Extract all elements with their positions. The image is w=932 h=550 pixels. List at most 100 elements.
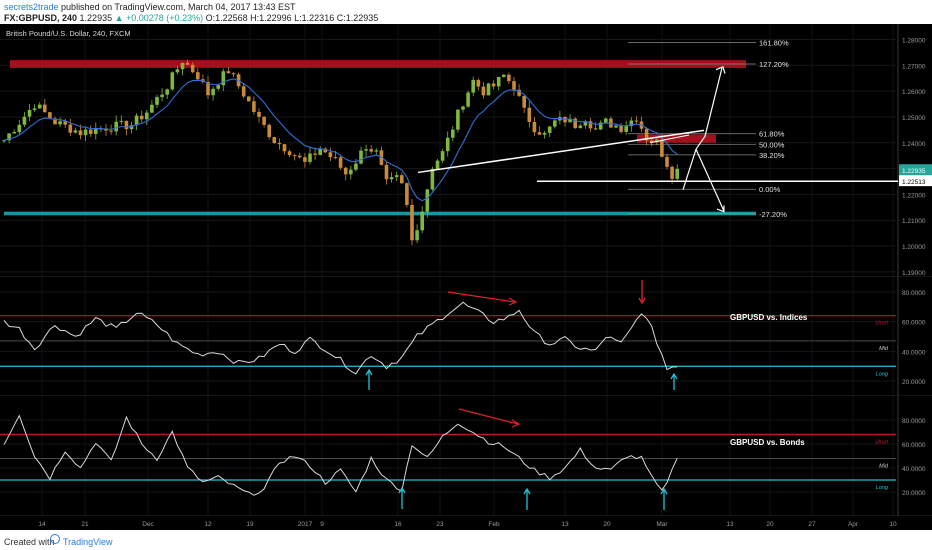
candle-body <box>262 116 266 125</box>
candle-body <box>675 168 679 179</box>
candle-body <box>349 169 353 175</box>
candle-body <box>384 164 389 180</box>
created-with-label: Created with <box>4 537 55 547</box>
candle-body <box>451 129 455 138</box>
publish-info: published on TradingView.com, March 04, … <box>61 2 296 12</box>
x-tick-label: 14 <box>38 521 46 528</box>
candle-body <box>119 120 124 122</box>
indices-pane-level-label: Long <box>876 371 889 377</box>
candle-body <box>78 130 83 136</box>
candle-body <box>27 109 32 117</box>
candle-body <box>63 121 67 125</box>
candle-body <box>481 86 486 96</box>
candle-body <box>420 211 424 231</box>
x-tick-label: 9 <box>320 521 324 528</box>
resistance-zone <box>10 60 746 68</box>
x-tick-label: 21 <box>81 521 89 528</box>
candle-body <box>83 129 88 136</box>
indices-pane-y-tick: 20.0000 <box>902 379 926 386</box>
tradingview-logo-icon <box>50 534 60 544</box>
retest-path <box>649 134 690 144</box>
ohlc-values: O:1.22568 H:1.22996 L:1.22316 C:1.22935 <box>205 13 379 23</box>
candle-body <box>114 121 118 132</box>
candle-body <box>425 189 430 212</box>
bonds-pane-y-tick: 80.0000 <box>902 418 926 425</box>
fib-level-label: 61.80% <box>759 130 785 139</box>
time-axis-background <box>0 516 932 530</box>
candle-body <box>134 115 139 126</box>
bonds-pane-background <box>0 396 932 516</box>
divergence-arrow-bonds <box>458 408 519 425</box>
candle-body <box>624 126 628 132</box>
bonds-pane-level-label: Long <box>876 485 889 491</box>
candle-body <box>542 132 547 135</box>
candle-body <box>491 83 496 87</box>
candle-body <box>190 64 195 73</box>
candle-body <box>58 121 62 125</box>
candle-body <box>369 149 373 152</box>
candle-body <box>94 128 98 134</box>
candle-body <box>440 151 445 161</box>
candle-body <box>573 118 577 129</box>
divergence-arrow-bonds-head <box>511 419 521 428</box>
price-change: ▲ +0.00278 (+0.23%) <box>114 13 204 23</box>
indices-pane-level-label: Short <box>875 321 889 327</box>
bonds-pane-y-tick: 60.0000 <box>902 442 926 449</box>
indices-pane-y-tick: 60.0000 <box>902 320 926 327</box>
candle-body <box>48 112 52 119</box>
candle-body <box>553 120 557 127</box>
candle-body <box>206 81 210 96</box>
trading-chart[interactable]: 1.280001.270001.260001.250001.240001.230… <box>0 24 932 530</box>
fib-level-label: 38.20% <box>759 151 785 160</box>
candle-body <box>502 74 506 77</box>
candle-body <box>124 120 129 130</box>
candle-body <box>476 79 481 87</box>
candle-body <box>17 124 22 133</box>
candle-body <box>7 133 11 141</box>
long-signal-arrow-bonds-head <box>398 486 406 494</box>
x-tick-label: Dec <box>142 521 154 528</box>
candle-body <box>282 144 287 152</box>
candle-body <box>32 108 37 110</box>
candle-body <box>180 62 185 70</box>
price-pane-y-tick: 1.19000 <box>902 270 926 277</box>
candle-body <box>257 111 261 117</box>
marked-price-label: 1.22513 <box>902 179 926 186</box>
candle-body <box>287 151 292 156</box>
marked-price-tag <box>899 175 932 187</box>
x-tick-label: 10 <box>889 521 897 528</box>
tradingview-link[interactable]: TradingView <box>63 537 113 547</box>
price-pane-y-tick: 1.26000 <box>902 89 926 96</box>
candle-body <box>389 177 394 180</box>
last-price-tag <box>899 164 932 176</box>
candle-body <box>343 167 348 175</box>
support-zone <box>4 211 756 216</box>
candle-body <box>73 130 78 133</box>
x-tick-label: 23 <box>436 521 444 528</box>
candle-body <box>328 152 333 158</box>
bonds-pane-y-tick: 40.0000 <box>902 466 926 473</box>
x-tick-label: 20 <box>603 521 611 528</box>
author-link[interactable]: secrets2trade <box>4 2 59 12</box>
current-price: 1.22935 <box>79 13 113 23</box>
x-tick-label: Mar <box>656 521 668 528</box>
long-signal-arrow-indices-head <box>670 372 678 380</box>
candle-body <box>374 150 379 152</box>
candle-body <box>247 96 251 102</box>
indices-pane-y-tick: 80.0000 <box>902 290 926 297</box>
bonds-pane-level-label: Mid <box>879 463 889 469</box>
candle-body <box>547 126 552 133</box>
candle-body <box>139 115 144 120</box>
divergence-arrow-indices <box>447 291 516 303</box>
price-pane-y-tick: 1.22000 <box>902 192 926 199</box>
candle-body <box>619 125 623 132</box>
indices-pane-title: GBPUSD vs. Indices <box>730 313 808 322</box>
candle-body <box>323 148 328 153</box>
last-price-label: 1.22935 <box>902 168 926 175</box>
candle-body <box>12 132 16 134</box>
candle-body <box>609 118 613 128</box>
trendline <box>417 129 705 174</box>
candle-body <box>272 137 277 144</box>
candle-body <box>496 76 501 87</box>
price-pane-y-tick: 1.24000 <box>902 141 926 148</box>
